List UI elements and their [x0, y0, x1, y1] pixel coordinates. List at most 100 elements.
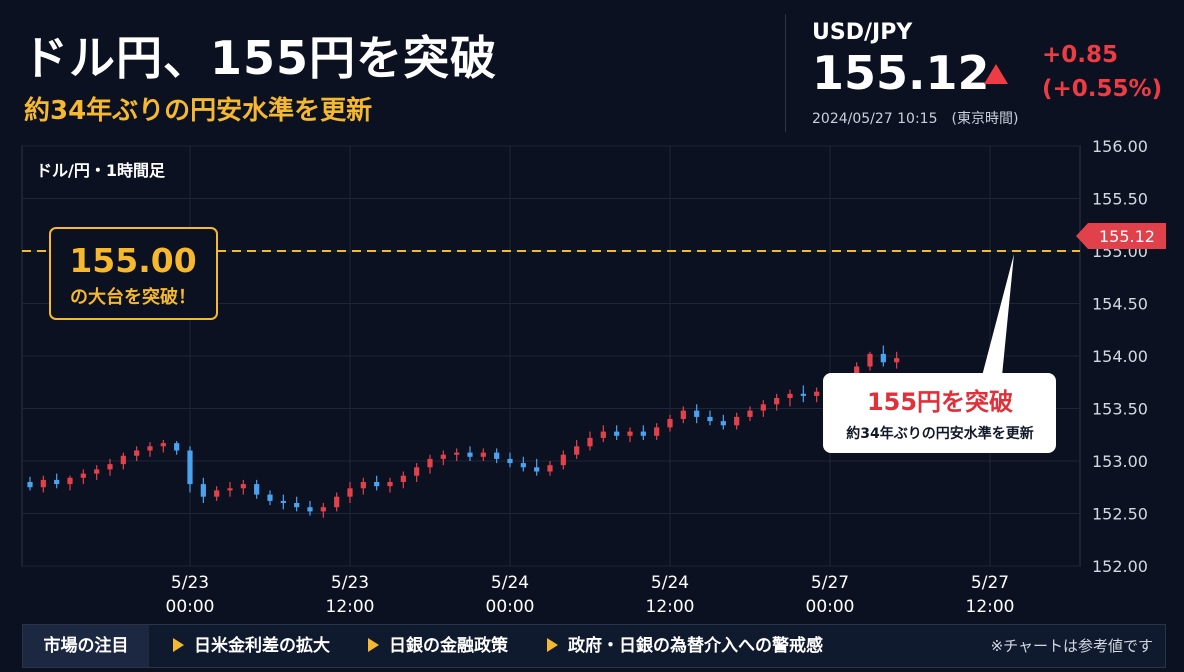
level-box-value: 155.00 — [69, 241, 196, 280]
candle — [680, 410, 686, 419]
focus-item-label: 日銀の金融政策 — [389, 636, 508, 656]
x-tick-time: 12:00 — [966, 597, 1015, 617]
candle — [747, 410, 753, 417]
price-tag-value: 155.12 — [1099, 227, 1155, 246]
current-price: 155.12 — [812, 46, 990, 100]
candle — [894, 358, 900, 363]
candle — [400, 475, 406, 482]
x-tick-date: 5/27 — [971, 573, 1009, 593]
candle — [547, 465, 553, 472]
level-box — [49, 227, 218, 320]
candle — [867, 353, 873, 367]
candle — [454, 452, 460, 455]
callout-text: 約34年ぶりの円安水準を更新 — [846, 425, 1033, 442]
focus-item-label: 政府・日銀の為替介入への警戒感 — [568, 636, 823, 656]
callout: 155円を突破 約34年ぶりの円安水準を更新 — [823, 254, 1056, 453]
quote-timestamp: 2024/05/27 10:15 (東京時間) — [812, 111, 1019, 127]
candle — [734, 416, 740, 426]
grid-lines — [22, 145, 1080, 567]
candle — [174, 443, 180, 451]
price-change: +0.85 — [1042, 42, 1119, 68]
candle — [494, 452, 500, 459]
candle — [80, 473, 86, 478]
candle — [614, 431, 620, 436]
candle — [134, 450, 140, 456]
x-tick-date: 5/24 — [651, 573, 689, 593]
callout-pointer — [982, 254, 1014, 376]
x-tick-time: 12:00 — [326, 597, 375, 617]
candle — [214, 490, 220, 497]
y-tick-label: 154.00 — [1092, 347, 1148, 366]
candle — [787, 393, 793, 398]
candle — [560, 454, 566, 466]
candle — [120, 455, 126, 465]
candle — [814, 391, 820, 396]
x-tick-time: 00:00 — [806, 597, 855, 617]
candle — [587, 437, 593, 447]
candle — [520, 463, 526, 468]
candle — [414, 467, 420, 476]
candle — [880, 353, 886, 363]
y-tick-label: 152.50 — [1092, 505, 1148, 524]
x-tick-date: 5/23 — [331, 573, 369, 593]
candle — [54, 479, 60, 485]
candle — [760, 404, 766, 411]
price-change-percent: (+0.55%) — [1042, 76, 1163, 102]
headline: ドル円、155円を突破 — [22, 31, 498, 85]
triangle-bullet-icon — [173, 638, 184, 652]
x-tick-date: 5/27 — [811, 573, 849, 593]
focus-item: 日米金利差の拡大 — [173, 625, 330, 667]
x-tick-time: 00:00 — [486, 597, 535, 617]
candle — [147, 446, 153, 451]
candle — [294, 503, 300, 508]
x-tick-time: 12:00 — [646, 597, 695, 617]
candle — [107, 464, 113, 470]
triangle-bullet-icon — [368, 638, 379, 652]
y-tick-label: 156.00 — [1092, 137, 1148, 156]
candle — [640, 431, 646, 436]
candle — [507, 458, 513, 464]
y-tick-label: 153.00 — [1092, 452, 1148, 471]
x-tick-date: 5/24 — [491, 573, 529, 593]
level-annotation: 155.00 の大台を突破！ — [49, 227, 218, 320]
y-tick-label: 155.50 — [1092, 190, 1148, 209]
candle — [720, 421, 726, 426]
candle — [187, 450, 193, 485]
candle — [94, 469, 100, 474]
x-axis-labels: 5/23 00:00 5/23 12:00 5/24 00:00 5/24 12:00 5/27… — [166, 573, 1015, 617]
candle — [200, 484, 206, 497]
callout-title: 155円を突破 — [867, 388, 1013, 416]
up-arrow-icon — [984, 64, 1008, 84]
y-tick-label: 153.50 — [1092, 400, 1148, 419]
candle — [707, 416, 713, 422]
price-tag-shape — [1076, 223, 1166, 249]
candle — [334, 496, 340, 508]
candle — [694, 410, 700, 417]
market-focus-label: 市場の注目 — [23, 625, 149, 667]
candle — [67, 477, 73, 485]
candle — [320, 507, 326, 512]
market-focus-bar: 市場の注目 日米金利差の拡大 日銀の金融政策 政府・日銀の為替介入への警戒感 ※… — [22, 624, 1166, 668]
candle — [254, 484, 260, 495]
candle — [600, 431, 606, 438]
y-tick-label: 154.50 — [1092, 295, 1148, 314]
candle — [440, 454, 446, 459]
callout-box — [823, 373, 1056, 453]
level-box-text: の大台を突破！ — [70, 286, 196, 308]
x-tick-time: 00:00 — [166, 597, 215, 617]
quote-divider — [785, 14, 786, 132]
candle — [307, 507, 313, 512]
y-axis-labels: 156.00155.50155.00154.50154.00153.50153.… — [1092, 137, 1148, 576]
chart-label: ドル/円・1時間足 — [36, 161, 166, 180]
focus-item: 政府・日銀の為替介入への警戒感 — [547, 625, 823, 667]
candle — [534, 467, 540, 472]
candle — [160, 443, 166, 447]
candle — [427, 458, 433, 468]
candle — [627, 431, 633, 436]
candle — [267, 494, 273, 501]
candle — [480, 452, 486, 457]
subheadline: 約34年ぶりの円安水準を更新 — [24, 96, 373, 126]
candle — [574, 446, 580, 455]
focus-item-label: 日米金利差の拡大 — [194, 636, 330, 656]
currency-pair: USD/JPY — [812, 20, 913, 45]
